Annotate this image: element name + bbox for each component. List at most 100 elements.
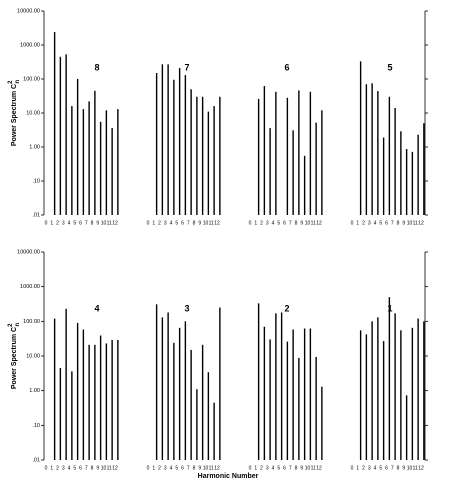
x-tick-label: 1 bbox=[254, 465, 257, 471]
x-tick-label: 9 bbox=[198, 220, 201, 226]
bar bbox=[371, 83, 373, 215]
x-tick-label: 12 bbox=[316, 465, 322, 471]
x-tick-label: 1 bbox=[152, 220, 155, 226]
bar bbox=[309, 91, 312, 215]
bar bbox=[382, 341, 385, 460]
y-tick-label: 10.00 bbox=[26, 353, 40, 359]
bar bbox=[359, 61, 362, 215]
x-tick-label: 2 bbox=[158, 220, 161, 226]
bar bbox=[275, 91, 277, 215]
x-tick-label: 10 bbox=[407, 220, 413, 226]
bar bbox=[88, 344, 90, 460]
x-tick-label: 1 bbox=[50, 465, 53, 471]
bar bbox=[71, 106, 73, 215]
x-tick-label: 3 bbox=[266, 220, 269, 226]
x-tick-label: 1 bbox=[356, 465, 359, 471]
x-tick-label: 3 bbox=[368, 220, 371, 226]
x-tick-label: 8 bbox=[193, 465, 196, 471]
y-tick-label: 10000.00 bbox=[17, 249, 40, 255]
bar bbox=[275, 313, 277, 460]
x-tick-label: 12 bbox=[112, 220, 118, 226]
bar bbox=[371, 321, 373, 460]
x-tick-label: 5 bbox=[175, 220, 178, 226]
x-tick-label: 11 bbox=[209, 465, 214, 471]
x-tick-label: 3 bbox=[368, 465, 371, 471]
bar bbox=[161, 317, 164, 460]
bar bbox=[94, 344, 96, 460]
y-title-main: Power Spectrum C bbox=[11, 327, 18, 389]
bar bbox=[280, 312, 283, 460]
x-tick-label: 10 bbox=[101, 465, 107, 471]
bar bbox=[411, 151, 414, 215]
bar bbox=[184, 321, 187, 460]
bar bbox=[94, 90, 96, 215]
bar bbox=[201, 344, 204, 460]
bar bbox=[82, 329, 85, 460]
bar bbox=[213, 106, 215, 215]
bar bbox=[111, 128, 113, 215]
x-tick-label: 9 bbox=[300, 220, 303, 226]
x-tick-label: 5 bbox=[73, 220, 76, 226]
y-tick-label: .10 bbox=[32, 423, 40, 429]
x-tick-label: 8 bbox=[295, 220, 298, 226]
x-tick-label: 5 bbox=[175, 465, 178, 471]
bar bbox=[286, 341, 289, 460]
y-title-sub: n bbox=[15, 323, 21, 327]
bar bbox=[59, 368, 62, 460]
panel-label: 5 bbox=[387, 62, 392, 72]
bar bbox=[417, 134, 419, 215]
bar bbox=[394, 108, 396, 215]
bar bbox=[219, 307, 221, 460]
x-tick-label: 0 bbox=[351, 220, 354, 226]
bar bbox=[76, 79, 79, 215]
bar bbox=[292, 329, 294, 460]
bar bbox=[377, 317, 379, 460]
bar bbox=[173, 342, 175, 460]
x-tick-label: 2 bbox=[362, 465, 365, 471]
bar bbox=[190, 89, 192, 215]
x-tick-label: 6 bbox=[385, 220, 388, 226]
x-tick-label: 11 bbox=[209, 220, 214, 226]
x-tick-label: 9 bbox=[96, 465, 99, 471]
bar bbox=[377, 91, 379, 215]
bar bbox=[292, 130, 294, 215]
y-tick-label: 100.00 bbox=[23, 76, 40, 82]
x-tick-label: 10 bbox=[101, 220, 107, 226]
bar bbox=[263, 326, 266, 460]
x-tick-label: 2 bbox=[158, 465, 161, 471]
x-tick-label: 4 bbox=[68, 220, 71, 226]
bar bbox=[417, 318, 419, 460]
y-title-sub: n bbox=[15, 80, 21, 84]
x-tick-label: 9 bbox=[300, 465, 303, 471]
x-tick-label: 6 bbox=[385, 465, 388, 471]
x-tick-label: 5 bbox=[277, 220, 280, 226]
bar bbox=[111, 339, 113, 460]
x-tick-label: 11 bbox=[413, 220, 418, 226]
bar bbox=[309, 328, 312, 460]
x-tick-label: 6 bbox=[79, 220, 82, 226]
y-tick-label: .10 bbox=[32, 178, 40, 184]
y-tick-label: 1000.00 bbox=[20, 42, 40, 48]
y-axis-title: Power Spectrum C2n bbox=[8, 80, 21, 147]
x-tick-label: 10 bbox=[203, 220, 209, 226]
bar bbox=[303, 328, 306, 460]
x-tick-label: 4 bbox=[170, 465, 173, 471]
x-tick-label: 4 bbox=[374, 220, 377, 226]
x-tick-label: 3 bbox=[62, 465, 65, 471]
bar bbox=[190, 349, 192, 460]
x-tick-label: 8 bbox=[193, 220, 196, 226]
bar bbox=[269, 339, 271, 460]
x-tick-label: 7 bbox=[289, 220, 292, 226]
x-tick-label: 2 bbox=[56, 465, 59, 471]
x-tick-label: 8 bbox=[295, 465, 298, 471]
x-tick-label: 12 bbox=[112, 465, 118, 471]
bar bbox=[173, 79, 175, 215]
panel-label: 2 bbox=[284, 303, 289, 313]
x-tick-label: 4 bbox=[374, 465, 377, 471]
y-tick-label: 100.00 bbox=[23, 319, 40, 325]
x-tick-label: 10 bbox=[203, 465, 209, 471]
bar bbox=[321, 110, 323, 215]
bar bbox=[184, 75, 187, 216]
bar bbox=[321, 386, 323, 460]
